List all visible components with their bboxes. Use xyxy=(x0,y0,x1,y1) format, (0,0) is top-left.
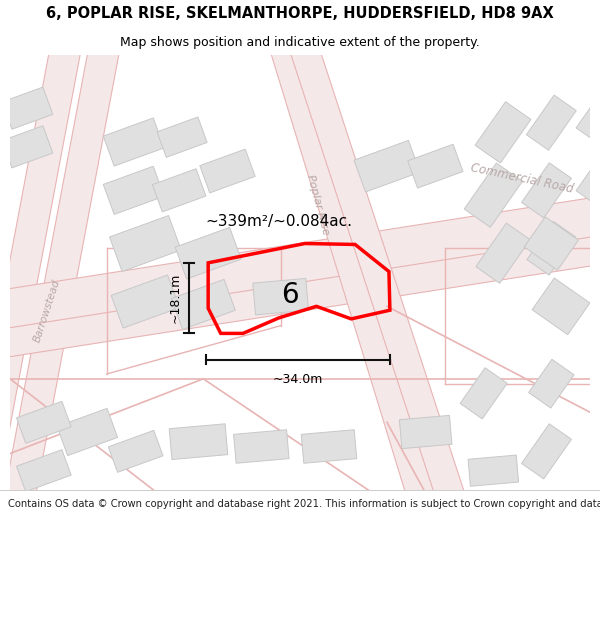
Polygon shape xyxy=(576,92,600,143)
Polygon shape xyxy=(521,162,571,218)
Polygon shape xyxy=(460,368,507,419)
Polygon shape xyxy=(0,224,600,359)
Text: Contains OS data © Crown copyright and database right 2021. This information is : Contains OS data © Crown copyright and d… xyxy=(8,499,600,509)
Polygon shape xyxy=(0,32,83,551)
Text: ~339m²/~0.084ac.: ~339m²/~0.084ac. xyxy=(205,214,352,229)
Polygon shape xyxy=(354,141,420,192)
Polygon shape xyxy=(286,31,469,514)
Polygon shape xyxy=(2,87,53,129)
Polygon shape xyxy=(109,431,163,472)
Polygon shape xyxy=(103,118,164,166)
Polygon shape xyxy=(476,223,530,283)
Polygon shape xyxy=(169,424,228,459)
Text: 6: 6 xyxy=(281,281,299,309)
Polygon shape xyxy=(576,155,600,206)
Polygon shape xyxy=(57,408,118,456)
Polygon shape xyxy=(301,430,357,463)
Polygon shape xyxy=(0,196,600,330)
Polygon shape xyxy=(111,275,179,328)
Polygon shape xyxy=(175,228,241,279)
Text: ~18.1m: ~18.1m xyxy=(169,273,182,323)
Polygon shape xyxy=(110,216,181,271)
Polygon shape xyxy=(103,166,164,214)
Text: ~34.0m: ~34.0m xyxy=(273,373,323,386)
Polygon shape xyxy=(267,31,440,514)
Polygon shape xyxy=(407,144,463,188)
Polygon shape xyxy=(521,424,571,479)
Polygon shape xyxy=(527,222,576,275)
Polygon shape xyxy=(16,449,71,492)
Text: Map shows position and indicative extent of the property.: Map shows position and indicative extent… xyxy=(120,36,480,49)
Polygon shape xyxy=(157,117,207,158)
Polygon shape xyxy=(253,279,308,315)
Text: Barrowstead: Barrowstead xyxy=(32,278,62,344)
Polygon shape xyxy=(400,416,452,449)
Polygon shape xyxy=(233,430,289,463)
Polygon shape xyxy=(524,217,578,270)
Polygon shape xyxy=(200,149,255,193)
Text: Commercial Road: Commercial Road xyxy=(470,161,575,196)
Polygon shape xyxy=(468,455,518,486)
Polygon shape xyxy=(529,359,574,408)
Text: 6, POPLAR RISE, SKELMANTHORPE, HUDDERSFIELD, HD8 9AX: 6, POPLAR RISE, SKELMANTHORPE, HUDDERSFI… xyxy=(46,6,554,21)
Polygon shape xyxy=(152,169,206,212)
Polygon shape xyxy=(464,163,523,228)
Polygon shape xyxy=(0,32,122,551)
Polygon shape xyxy=(16,401,71,443)
Polygon shape xyxy=(526,95,576,150)
Text: Poplar Rise: Poplar Rise xyxy=(305,174,330,236)
Polygon shape xyxy=(172,279,235,329)
Polygon shape xyxy=(532,278,590,334)
Polygon shape xyxy=(475,102,531,163)
Polygon shape xyxy=(2,126,53,168)
